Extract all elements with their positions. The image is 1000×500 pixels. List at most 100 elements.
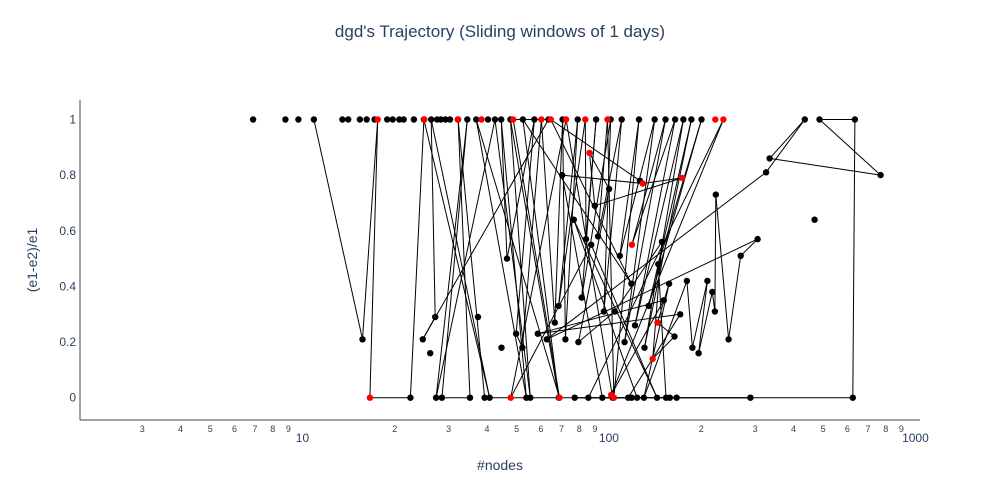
data-point [447,116,453,122]
trajectory-segment [604,120,622,312]
data-point [498,116,504,122]
data-point [485,116,491,122]
data-point [662,116,668,122]
y-axis-title: (e1-e2)/e1 [24,227,40,292]
trajectory-segment [458,120,470,398]
data-point [439,395,445,401]
data-point [572,395,578,401]
highlighted-point [563,116,569,122]
x-minor-tick-label: 9 [286,424,291,434]
trajectory-lines [314,120,881,398]
trajectory-segment [436,120,495,398]
x-tick-label: 100 [599,431,619,445]
data-point [595,233,601,239]
data-point [498,345,504,351]
data-point [420,336,426,342]
data-point [672,116,678,122]
trajectory-segment [507,120,534,259]
y-tick-label: 0 [69,391,76,405]
trajectory-segment [741,239,758,256]
data-point [641,345,647,351]
highlighted-point [582,116,588,122]
data-point [709,289,715,295]
data-point [698,116,704,122]
data-point [646,303,652,309]
data-point [250,116,256,122]
y-tick-label: 1 [69,112,76,126]
highlighted-point [538,116,544,122]
data-point [628,281,634,287]
data-point [555,303,561,309]
trajectory-segment [715,195,716,312]
data-point [519,345,525,351]
data-point [486,395,492,401]
data-point [427,350,433,356]
data-point [680,116,686,122]
data-point [695,350,701,356]
data-point [345,116,351,122]
trajectory-segment [436,120,467,398]
data-point [311,116,317,122]
data-point [877,172,883,178]
data-point [513,331,519,337]
trajectory-segment [523,120,559,398]
x-minor-tick-label: 9 [899,424,904,434]
highlighted-point [421,116,427,122]
data-point [588,242,594,248]
x-minor-tick-label: 7 [559,424,564,434]
highlighted-point [604,116,610,122]
data-point [575,339,581,345]
data-point [661,297,667,303]
highlighted-point [375,116,381,122]
data-point [684,278,690,284]
data-point [754,236,760,242]
data-point [766,155,772,161]
data-point [667,395,673,401]
x-tick-label: 1000 [902,431,929,445]
x-minor-tick-label: 3 [446,424,451,434]
trajectory-segment [766,120,805,173]
trajectory-segment [699,281,708,353]
highlighted-point [508,395,514,401]
x-minor-tick-label: 5 [208,424,213,434]
data-point [295,116,301,122]
data-point [571,217,577,223]
data-point [585,395,591,401]
x-minor-tick-label: 8 [577,424,582,434]
highlighted-point [712,116,718,122]
data-point [475,314,481,320]
data-point [802,116,808,122]
data-point [850,395,856,401]
data-point [401,116,407,122]
x-tick-label: 10 [296,431,310,445]
data-point [390,116,396,122]
data-point [531,116,537,122]
highlighted-point [510,116,516,122]
x-minor-tick-label: 6 [232,424,237,434]
highlighted-point [548,116,554,122]
y-axis-ticks: 00.20.40.60.81 [59,112,76,404]
highlighted-point [586,150,592,156]
x-minor-tick-label: 6 [538,424,543,434]
y-tick-label: 0.2 [59,335,76,349]
trajectory-segment [591,245,657,398]
data-point [552,319,558,325]
highlighted-point [720,116,726,122]
trajectory-segment [853,120,855,398]
trajectory-segment [370,120,378,398]
data-point [816,116,822,122]
data-point [544,336,550,342]
highlighted-point [367,395,373,401]
y-tick-label: 0.4 [59,279,76,293]
trajectory-segment [716,195,729,340]
trajectory-segment [770,120,805,159]
trajectory-segment [363,120,378,340]
trajectory-segment [314,120,363,340]
data-point [712,308,718,314]
trajectory-segment [442,120,467,398]
data-point [704,278,710,284]
data-point [666,281,672,287]
data-point [811,217,817,223]
data-point [432,314,438,320]
